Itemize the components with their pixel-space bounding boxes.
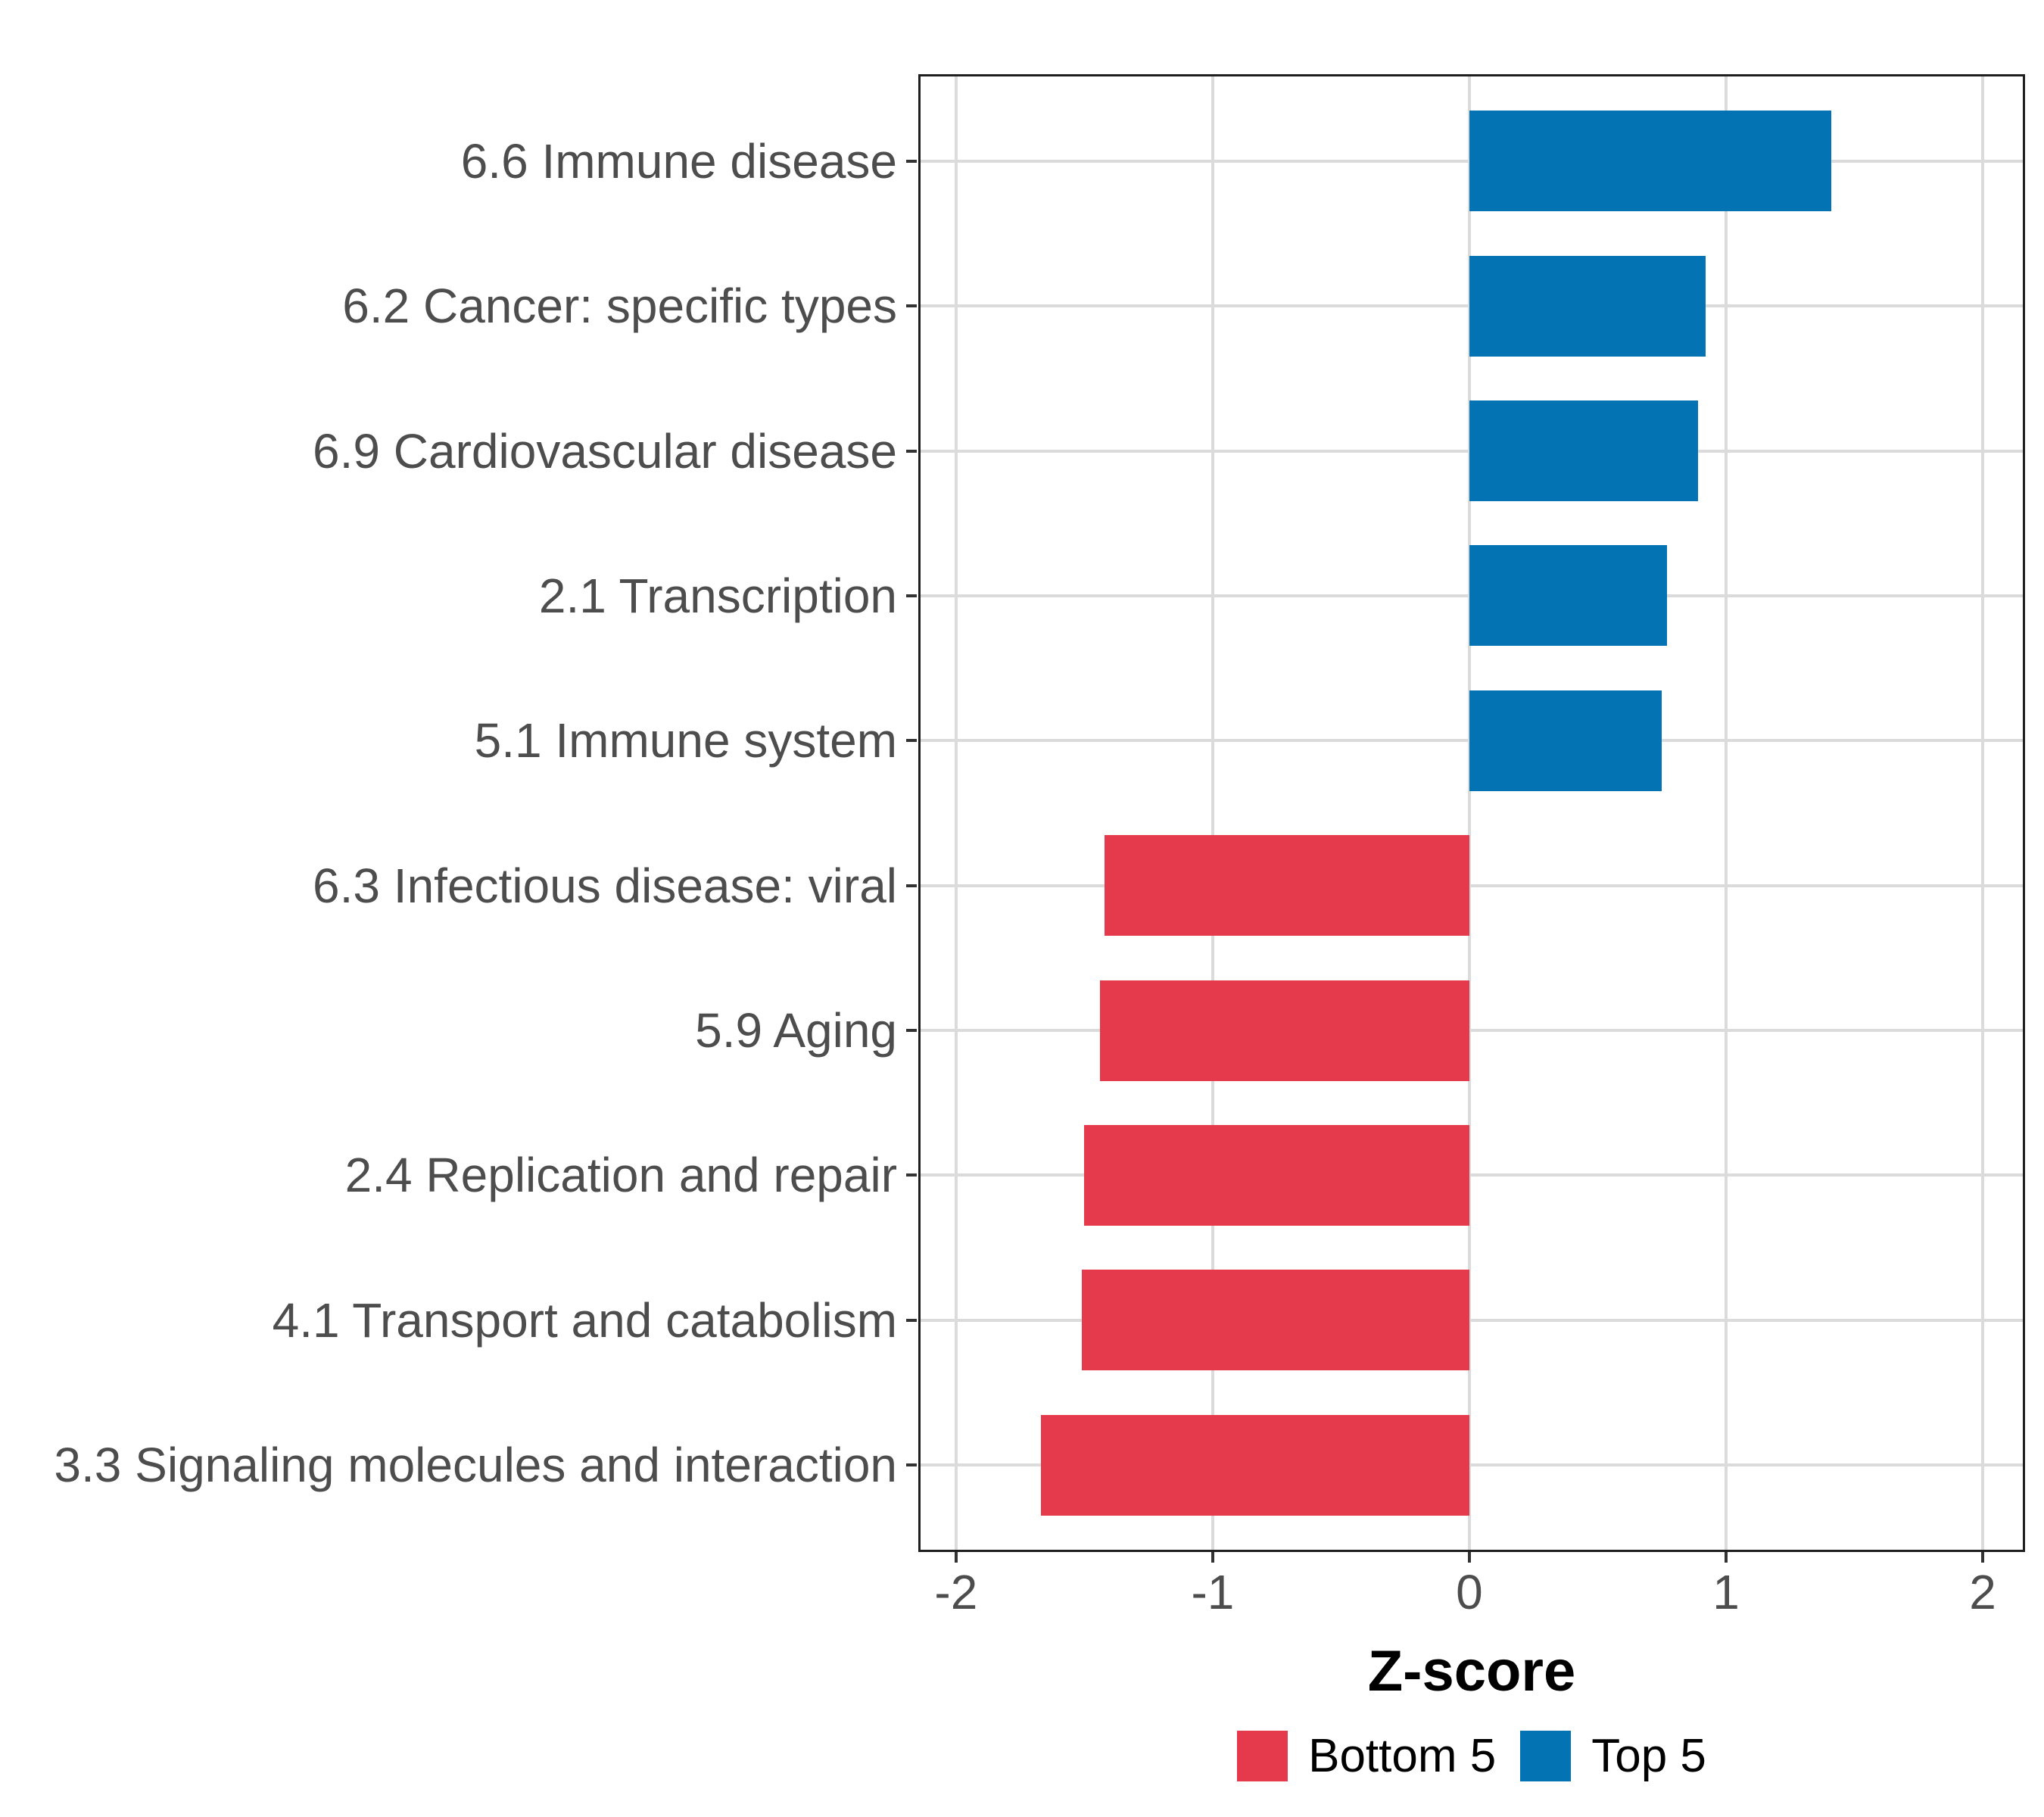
bar bbox=[1469, 111, 1831, 212]
bar bbox=[1469, 545, 1667, 647]
x-axis-tick bbox=[1467, 1552, 1471, 1563]
y-axis-label: 2.1 Transcription bbox=[538, 568, 897, 623]
y-gridline bbox=[918, 1318, 2025, 1322]
y-axis-tick bbox=[906, 1318, 917, 1322]
bar bbox=[1099, 980, 1469, 1081]
y-axis-tick bbox=[906, 304, 917, 308]
bar bbox=[1084, 1124, 1469, 1226]
legend-item: Top 5 bbox=[1520, 1729, 1706, 1782]
x-gridline bbox=[1467, 74, 1471, 1552]
x-axis-title: Z-score bbox=[1367, 1639, 1576, 1703]
x-axis-tick bbox=[954, 1552, 958, 1563]
y-axis-label: 6.2 Cancer: specific types bbox=[342, 279, 897, 334]
y-axis-label: 3.3 Signaling molecules and interaction bbox=[54, 1438, 897, 1493]
x-axis-tick bbox=[1981, 1552, 1985, 1563]
legend-item: Bottom 5 bbox=[1237, 1729, 1497, 1782]
x-tick-label: -1 bbox=[1191, 1565, 1235, 1619]
bar bbox=[1469, 255, 1706, 357]
y-gridline bbox=[918, 1463, 2025, 1467]
bar bbox=[1105, 835, 1469, 937]
y-axis-tick bbox=[906, 449, 917, 453]
legend-label: Top 5 bbox=[1591, 1729, 1706, 1782]
legend-swatch bbox=[1520, 1730, 1572, 1781]
bar bbox=[1469, 690, 1662, 791]
bar bbox=[1081, 1270, 1469, 1371]
y-axis-tick bbox=[906, 1029, 917, 1033]
y-axis-tick bbox=[906, 884, 917, 887]
x-axis-tick bbox=[1211, 1552, 1214, 1563]
y-axis-tick bbox=[906, 1173, 917, 1177]
x-tick-label: 0 bbox=[1456, 1565, 1483, 1619]
x-tick-label: 2 bbox=[1969, 1565, 1996, 1619]
y-axis-label: 5.9 Aging bbox=[695, 1003, 897, 1058]
y-gridline bbox=[918, 884, 2025, 887]
legend: Bottom 5 Top 5 bbox=[918, 1727, 2025, 1784]
x-gridline bbox=[1211, 74, 1214, 1552]
y-axis-label: 6.3 Infectious disease: viral bbox=[313, 858, 897, 913]
y-axis-tick bbox=[906, 159, 917, 163]
x-gridline bbox=[1725, 74, 1728, 1552]
legend-swatch bbox=[1237, 1730, 1288, 1781]
legend-label: Bottom 5 bbox=[1308, 1729, 1497, 1782]
y-gridline bbox=[918, 1173, 2025, 1177]
x-tick-label: -2 bbox=[934, 1565, 978, 1619]
x-axis-tick bbox=[1725, 1552, 1728, 1563]
y-axis-tick bbox=[906, 1463, 917, 1467]
y-axis-tick bbox=[906, 594, 917, 597]
x-tick-label: 1 bbox=[1712, 1565, 1740, 1619]
x-gridline bbox=[1981, 74, 1985, 1552]
y-axis-label: 6.6 Immune disease bbox=[460, 133, 897, 189]
bar bbox=[1469, 400, 1698, 502]
y-axis-label: 4.1 Transport and catabolism bbox=[272, 1292, 897, 1348]
y-axis-tick bbox=[906, 739, 917, 743]
y-axis-label: 6.9 Cardiovascular disease bbox=[313, 423, 897, 478]
bar bbox=[1040, 1414, 1469, 1516]
x-gridline bbox=[954, 74, 958, 1552]
y-axis-label: 5.1 Immune system bbox=[474, 713, 897, 768]
y-gridline bbox=[918, 1029, 2025, 1033]
y-axis-label: 2.4 Replication and repair bbox=[344, 1148, 897, 1203]
